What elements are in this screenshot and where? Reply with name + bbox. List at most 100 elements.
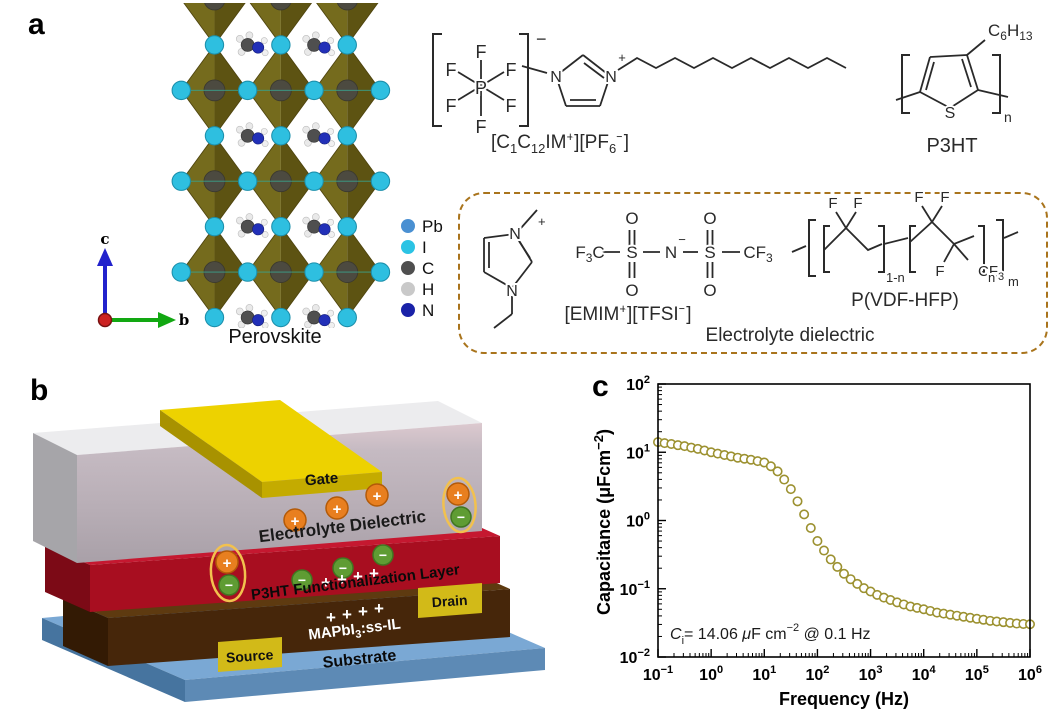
svg-text:−: − bbox=[225, 577, 233, 593]
anion-icon: − bbox=[291, 569, 313, 591]
atom-n: N bbox=[506, 283, 518, 300]
chart-dynamic-content: 10−1 100 101 102 103 104 105 10610210110010−110… bbox=[620, 374, 1042, 684]
cation-icon: + bbox=[365, 483, 389, 507]
pf6-structure: − F F F F F F P bbox=[432, 27, 549, 139]
svg-text:100: 100 bbox=[626, 511, 650, 531]
data-point bbox=[825, 554, 836, 565]
svg-text:10−2: 10−2 bbox=[620, 647, 650, 667]
drain-label: Drain bbox=[431, 592, 468, 610]
svg-text:+: + bbox=[337, 570, 347, 589]
anion-icon: − bbox=[372, 544, 394, 566]
x-axis-title: Frequency (Hz) bbox=[779, 689, 909, 709]
legend-label-i: I bbox=[422, 238, 427, 257]
atom-f: F bbox=[506, 96, 517, 116]
b-axis-arrow-icon bbox=[158, 312, 176, 328]
atom-f: F bbox=[446, 96, 457, 116]
svg-text:+: + bbox=[326, 608, 336, 627]
pvdf-hfp-structure: F F F F F CF3 1-n n m bbox=[791, 187, 1021, 291]
origin-dot-icon bbox=[97, 312, 113, 328]
c-axis-label: c bbox=[100, 232, 109, 248]
repeat-m: m bbox=[1008, 274, 1019, 289]
drain-electrode bbox=[418, 583, 482, 618]
c-axis-arrow-icon bbox=[97, 248, 113, 266]
p3ht-label: P3HT bbox=[926, 135, 977, 157]
ci-annotation: Ci= 14.06 μF cm−2 @ 0.1 Hz bbox=[670, 622, 871, 647]
interface-charges: + + + + + + + + bbox=[321, 564, 384, 627]
cf3-group: CF3 bbox=[743, 243, 773, 265]
anion-charge: − bbox=[678, 232, 686, 247]
source-electrode bbox=[218, 637, 282, 672]
ions: + + + − − − bbox=[209, 476, 477, 603]
electrolyte-dielectric-box bbox=[458, 192, 1048, 354]
svg-text:101: 101 bbox=[626, 442, 650, 462]
data-point bbox=[785, 484, 796, 495]
svg-text:+: + bbox=[353, 567, 363, 586]
n-legend-icon bbox=[401, 303, 415, 317]
legend-label-pb: Pb bbox=[422, 217, 443, 236]
cation-charge: + bbox=[538, 214, 546, 229]
cation-icon: + bbox=[325, 496, 349, 520]
atom-s: S bbox=[626, 243, 637, 262]
svg-text:+: + bbox=[454, 487, 463, 504]
svg-text:102: 102 bbox=[805, 664, 829, 684]
f3c-group: F3C bbox=[575, 243, 604, 265]
svg-text:105: 105 bbox=[965, 664, 989, 684]
electrolyte-dielectric-caption: Electrolyte dielectric bbox=[706, 325, 875, 346]
svg-text:10−1: 10−1 bbox=[620, 579, 650, 599]
pf6-charge: − bbox=[536, 29, 547, 49]
atom-legend: Pb I C H N bbox=[401, 217, 443, 320]
atom-f: F bbox=[446, 60, 457, 80]
emim-structure: N N + bbox=[483, 209, 548, 329]
chemical-structures: − F F F F F F P N N bbox=[432, 19, 1035, 348]
il-label: [C1C12IM+][PF6−] bbox=[491, 129, 629, 156]
gate-label: Gate bbox=[304, 470, 339, 490]
atom-p: P bbox=[475, 78, 487, 98]
svg-text:101: 101 bbox=[752, 664, 776, 684]
pvdf-hfp-label: P(VDF-HFP) bbox=[851, 290, 959, 311]
tfsi-structure: F3C S N − S CF3 O O O O bbox=[573, 207, 775, 302]
svg-text:−: − bbox=[379, 547, 387, 563]
emim-tfsi-label: [EMIM+][TFSI−] bbox=[564, 301, 691, 325]
b-axis-label: b bbox=[179, 311, 190, 329]
atom-o: O bbox=[625, 209, 638, 228]
svg-text:−: − bbox=[339, 560, 347, 576]
source-label: Source bbox=[225, 646, 274, 665]
atom-n: N bbox=[665, 243, 677, 262]
atom-f: F bbox=[828, 195, 837, 212]
atom-f: F bbox=[476, 42, 487, 62]
data-point bbox=[765, 461, 776, 472]
atom-f: F bbox=[853, 195, 862, 212]
atom-f: F bbox=[914, 189, 923, 206]
data-point bbox=[792, 496, 803, 507]
legend-label-n: N bbox=[422, 301, 434, 320]
svg-text:+: + bbox=[374, 599, 384, 618]
atom-o: O bbox=[625, 281, 638, 300]
svg-text:100: 100 bbox=[699, 664, 723, 684]
atom-n: N bbox=[605, 69, 617, 86]
h-legend-icon bbox=[401, 282, 415, 296]
data-point bbox=[832, 561, 843, 572]
cation-icon: + bbox=[283, 508, 307, 532]
svg-text:102: 102 bbox=[626, 374, 650, 394]
c-legend-icon bbox=[401, 261, 415, 275]
device-schematic: + + + − − − bbox=[33, 400, 545, 702]
p3ht-structure: S n C6H13 bbox=[895, 19, 1035, 127]
crystal-axes: c b bbox=[97, 232, 190, 329]
data-point bbox=[799, 509, 810, 520]
svg-text:106: 106 bbox=[1018, 664, 1042, 684]
perovskite-caption: Perovskite bbox=[228, 326, 322, 348]
atom-f: F bbox=[935, 263, 944, 280]
c1c12im-structure: N N + bbox=[521, 48, 847, 107]
data-point bbox=[819, 545, 830, 556]
anion-icon: − bbox=[332, 557, 354, 579]
svg-text:+: + bbox=[373, 488, 382, 505]
data-point bbox=[845, 574, 856, 585]
atom-s: S bbox=[704, 243, 715, 262]
atom-o: O bbox=[703, 281, 716, 300]
iodine-spheres bbox=[171, 35, 391, 328]
panel-c-label: c bbox=[592, 370, 609, 403]
hexyl-label: C6H13 bbox=[988, 21, 1033, 43]
panel-a-label: a bbox=[28, 8, 45, 41]
data-point bbox=[805, 523, 816, 534]
